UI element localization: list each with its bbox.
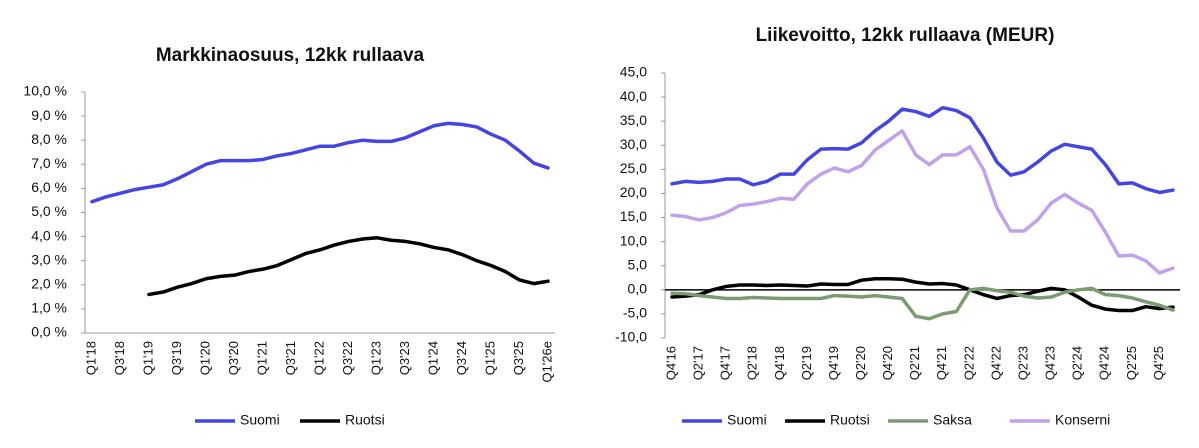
y-tick-label: 8,0 % xyxy=(31,131,67,147)
x-tick-label: Q1'25 xyxy=(482,341,497,375)
y-tick-label: 25,0 xyxy=(620,160,647,176)
y-tick-label: 45,0 xyxy=(620,64,647,80)
y-tick-label: 4,0 % xyxy=(31,227,67,243)
x-tick-label: Q1'22 xyxy=(311,341,326,375)
legend-label: Ruotsi xyxy=(830,412,870,428)
x-tick-label: Q4'22 xyxy=(988,346,1003,380)
x-tick-label: Q2'22 xyxy=(961,346,976,380)
x-tick-label: Q4'25 xyxy=(1151,346,1166,380)
x-tick-label: Q1'20 xyxy=(197,341,212,375)
x-tick-label: Q3'22 xyxy=(340,341,355,375)
x-tick-label: Q4'21 xyxy=(934,346,949,380)
y-tick-label: 15,0 xyxy=(620,208,647,224)
y-tick-label: -5,0 xyxy=(623,305,647,321)
x-tick-label: Q2'23 xyxy=(1015,346,1030,380)
y-tick-label: 5,0 xyxy=(628,256,648,272)
y-tick-label: 1,0 % xyxy=(31,300,67,316)
y-tick-label: 35,0 xyxy=(620,112,647,128)
series-line xyxy=(670,105,1175,195)
legend-label: Saksa xyxy=(933,412,972,428)
series-line xyxy=(670,276,1175,313)
y-tick-label: 7,0 % xyxy=(31,155,67,171)
legend-label: Ruotsi xyxy=(345,412,385,428)
x-tick-label: Q3'24 xyxy=(454,341,469,375)
y-tick-label: 20,0 xyxy=(620,184,647,200)
x-tick-label: Q4'17 xyxy=(718,346,733,380)
y-tick-label: 40,0 xyxy=(620,88,647,104)
x-tick-label: Q3'25 xyxy=(511,341,526,375)
x-tick-label: Q3'21 xyxy=(283,341,298,375)
x-tick-label: Q3'23 xyxy=(397,341,412,375)
x-tick-label: Q2'20 xyxy=(853,346,868,380)
x-tick-label: Q1'18 xyxy=(83,341,98,375)
y-tick-label: 10,0 % xyxy=(23,83,67,99)
y-tick-label: 6,0 % xyxy=(31,179,67,195)
series-line xyxy=(90,121,550,204)
y-tick-label: 2,0 % xyxy=(31,276,67,292)
chart-title: Markkinaosuus, 12kk rullaava xyxy=(156,45,425,66)
x-tick-label: Q1'24 xyxy=(425,341,440,375)
x-tick-label: Q4'16 xyxy=(663,346,678,380)
x-tick-label: Q1'23 xyxy=(368,341,383,375)
x-tick-label: Q3'18 xyxy=(112,341,127,375)
x-tick-label: Q2'25 xyxy=(1124,346,1139,380)
x-tick-label: Q1'19 xyxy=(140,341,155,375)
x-tick-label: Q2'17 xyxy=(691,346,706,380)
y-tick-label: 9,0 % xyxy=(31,107,67,123)
y-tick-label: 0,0 % xyxy=(31,324,67,340)
x-tick-label: Q2'18 xyxy=(745,346,760,380)
x-tick-label: Q3'19 xyxy=(169,341,184,375)
x-tick-label: Q4'23 xyxy=(1043,346,1058,380)
y-tick-label: 10,0 xyxy=(620,232,647,248)
y-tick-label: -10,0 xyxy=(615,329,647,345)
legend-label: Suomi xyxy=(727,412,767,428)
x-tick-label: Q4'20 xyxy=(880,346,895,380)
y-tick-label: 30,0 xyxy=(620,136,647,152)
series-line xyxy=(147,236,550,297)
x-tick-label: Q3'20 xyxy=(226,341,241,375)
series-line xyxy=(670,129,1175,275)
x-tick-label: Q1'21 xyxy=(254,341,269,375)
legend-label: Konserni xyxy=(1055,412,1110,428)
x-tick-label: Q4'24 xyxy=(1097,346,1112,380)
y-tick-label: 5,0 % xyxy=(31,203,67,219)
x-tick-label: Q2'21 xyxy=(907,346,922,380)
x-tick-label: Q2'19 xyxy=(799,346,814,380)
y-tick-label: 3,0 % xyxy=(31,251,67,267)
y-tick-label: 0,0 xyxy=(628,281,648,297)
x-tick-label: Q1'26e xyxy=(539,341,554,383)
x-tick-label: Q4'19 xyxy=(826,346,841,380)
legend-label: Suomi xyxy=(240,412,280,428)
chart-title: Liikevoitto, 12kk rullaava (MEUR) xyxy=(756,25,1055,46)
x-tick-label: Q4'18 xyxy=(772,346,787,380)
series-line xyxy=(670,286,1175,321)
x-tick-label: Q2'24 xyxy=(1070,346,1085,380)
